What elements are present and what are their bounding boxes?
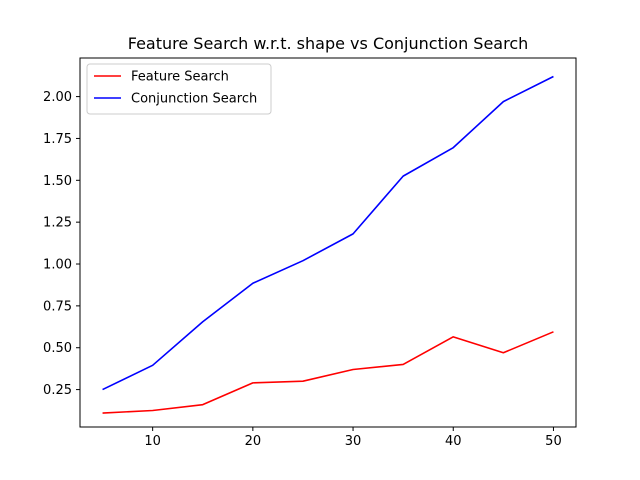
x-tick-label: 40 [445, 434, 462, 449]
x-axis: 10 20 30 40 50 [144, 427, 562, 449]
chart-title: Feature Search w.r.t. shape vs Conjuncti… [128, 34, 529, 53]
x-tick-label: 20 [245, 434, 262, 449]
y-tick-label: 1.75 [43, 132, 72, 147]
x-tick-label: 50 [545, 434, 562, 449]
plot-frame [79, 57, 577, 428]
y-tick-label: 2.00 [43, 90, 72, 105]
plot-area [79, 57, 577, 428]
x-tick-label: 10 [144, 434, 161, 449]
legend-label-conjunction-search: Conjunction Search [131, 92, 257, 107]
legend-label-feature-search: Feature Search [131, 70, 229, 85]
series-line-conjunction-search [102, 75, 554, 391]
series-line-feature-search [102, 331, 554, 414]
y-tick-label: 1.50 [43, 174, 72, 189]
series-layer [102, 75, 554, 414]
y-tick-label: 0.25 [43, 383, 72, 398]
y-axis: 0.25 0.50 0.75 1.00 1.25 1.50 1.75 2.00 [43, 90, 80, 398]
x-tick-label: 30 [345, 434, 362, 449]
y-tick-label: 0.75 [43, 299, 72, 314]
y-tick-label: 1.00 [43, 258, 72, 273]
y-tick-label: 0.50 [43, 341, 72, 356]
legend-box [86, 63, 272, 115]
y-tick-label: 1.25 [43, 216, 72, 231]
legend: Feature Search Conjunction Search [86, 63, 272, 115]
